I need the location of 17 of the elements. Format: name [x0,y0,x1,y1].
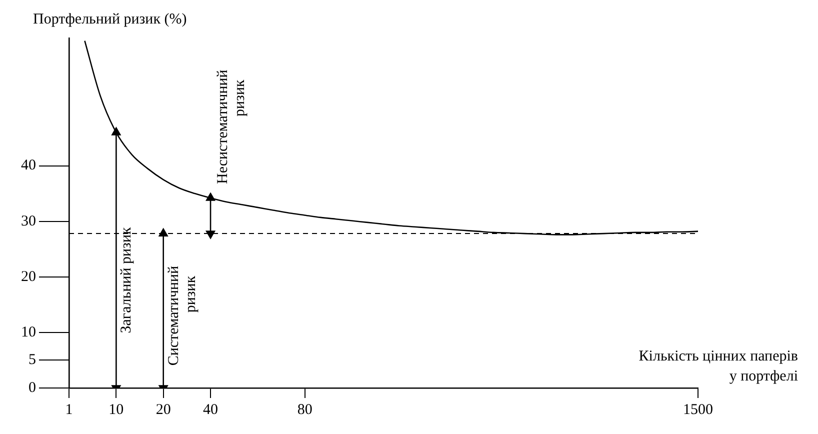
annotation: Несистематичний ризик [214,70,248,184]
x-tick-label: 80 [297,402,312,418]
y-tick-label: 20 [21,268,36,285]
x-tick-label: 1 [65,402,73,418]
annotation: Систематичний ризик [166,266,199,366]
x-tick-label: 40 [203,402,218,418]
annotation: Загальний ризик [118,226,135,334]
y-axis-title: Портфельний ризик (%) [33,11,187,28]
x-tick-label: 1500 [683,402,713,418]
y-tick-label: 40 [21,158,36,174]
y-tick-label: 30 [21,213,36,230]
y-tick-label: 0 [28,380,36,396]
x-tick-label: 10 [108,402,124,418]
x-tick-label: 20 [156,402,171,418]
y-tick-label: 5 [28,352,36,368]
x-axis-title: Кількість цінних паперів у портфелі [638,348,798,384]
y-tick-label: 10 [21,324,36,340]
